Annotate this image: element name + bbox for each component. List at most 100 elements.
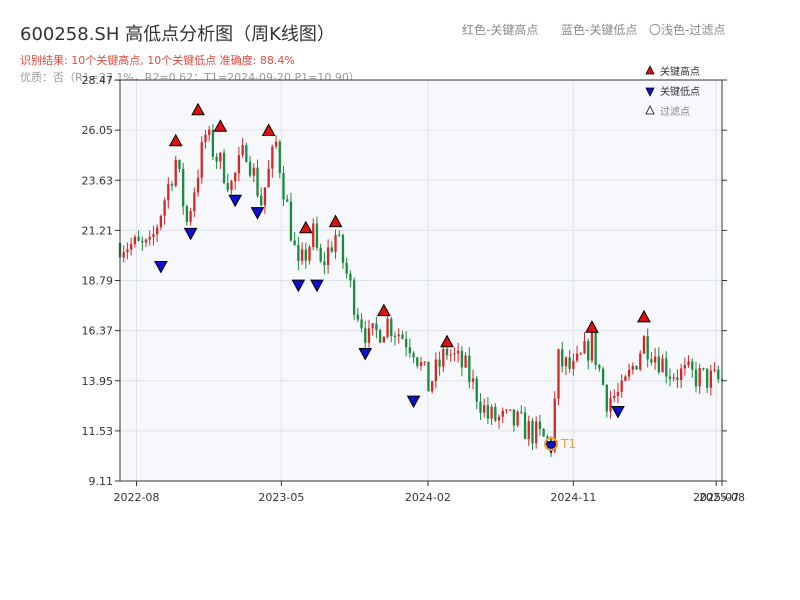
candle-body xyxy=(152,234,155,237)
candle-body xyxy=(531,421,534,444)
candle-body xyxy=(442,349,445,367)
candle-body xyxy=(170,183,174,186)
candle-body xyxy=(189,211,192,222)
candle-body xyxy=(468,355,471,382)
candle-body xyxy=(167,183,170,201)
x-tick-label: 2022-08 xyxy=(113,491,159,504)
candle-body xyxy=(457,350,460,354)
candle-body xyxy=(453,353,456,355)
legend-light-note: 〇浅色-过滤点 xyxy=(649,23,726,37)
candle-body xyxy=(557,349,560,399)
candle-body xyxy=(598,365,601,369)
candle-body xyxy=(159,215,163,228)
candle-body xyxy=(404,338,408,348)
candle-body xyxy=(196,177,200,193)
y-tick-label: 28.47 xyxy=(82,74,114,87)
key-high-marker xyxy=(585,320,599,333)
candle-body xyxy=(271,146,274,169)
y-tick-label: 16.37 xyxy=(82,325,114,338)
candle-body xyxy=(538,421,542,429)
candle-body xyxy=(323,261,326,266)
legend-high-label: 关键高点 xyxy=(660,65,700,78)
candle-body xyxy=(494,406,497,421)
candle-body xyxy=(349,273,352,281)
candle-body xyxy=(248,161,252,176)
candle-body xyxy=(590,331,594,361)
candle-body xyxy=(698,368,701,387)
key-low-marker xyxy=(544,441,558,454)
candle-body xyxy=(627,369,631,377)
candle-body xyxy=(308,246,311,261)
candle-body xyxy=(215,156,218,162)
x-tick-label: 2024-02 xyxy=(405,491,451,504)
candle-body xyxy=(182,169,185,207)
candle-body xyxy=(483,405,486,413)
key-low-marker xyxy=(310,279,324,293)
candle-body xyxy=(237,155,241,173)
candle-body xyxy=(356,314,359,320)
legend-filtered-icon xyxy=(645,105,655,115)
candle-body xyxy=(300,249,304,261)
candle-body xyxy=(297,245,300,261)
candle-body xyxy=(397,334,400,337)
candle-body xyxy=(661,358,664,373)
candle-body xyxy=(408,347,412,354)
candle-body xyxy=(475,378,478,402)
legend-blue-note: 蓝色-关键低点 xyxy=(561,23,638,37)
candle-body xyxy=(668,376,672,379)
candle-body xyxy=(241,145,244,156)
key-high-marker xyxy=(168,133,183,147)
candle-body xyxy=(575,353,579,361)
candle-body xyxy=(639,353,642,370)
key-low-marker xyxy=(154,261,168,274)
candle-body xyxy=(378,329,382,343)
key-high-marker xyxy=(637,309,651,323)
candle-body xyxy=(691,361,694,370)
candle-body xyxy=(412,353,415,358)
candle-body xyxy=(252,167,255,176)
key-low-marker xyxy=(291,279,306,293)
candle-body xyxy=(434,359,438,382)
candle-body xyxy=(631,365,634,370)
candle-body xyxy=(256,167,259,196)
candle-body xyxy=(326,247,330,266)
key-high-marker xyxy=(213,119,228,132)
candle-body xyxy=(542,428,545,437)
candle-body xyxy=(174,159,177,186)
candle-body xyxy=(609,398,612,412)
candle-body xyxy=(367,328,371,343)
candle-body xyxy=(624,376,627,381)
candle-body xyxy=(427,361,430,392)
candle-body xyxy=(676,377,679,381)
candle-body xyxy=(364,328,367,343)
legend-low-icon xyxy=(645,87,655,97)
candle-body xyxy=(564,357,568,367)
y-tick-label: 9.11 xyxy=(89,475,114,488)
candle-body xyxy=(141,240,144,243)
candle-body xyxy=(527,421,530,439)
candle-body xyxy=(717,369,720,380)
candle-body xyxy=(702,368,705,370)
key-high-marker xyxy=(298,220,313,234)
candle-body xyxy=(561,349,564,367)
candle-body xyxy=(616,391,620,396)
candle-body xyxy=(360,319,363,329)
candle-body xyxy=(129,244,133,250)
key-high-marker xyxy=(440,334,454,348)
candle-body xyxy=(601,368,605,385)
y-tick-label: 13.95 xyxy=(82,375,114,388)
candle-body xyxy=(211,129,215,157)
candle-body xyxy=(709,370,713,388)
candle-body xyxy=(193,192,196,212)
candle-body xyxy=(286,199,289,202)
candle-body xyxy=(148,236,151,240)
candle-body xyxy=(416,357,419,366)
candle-body xyxy=(312,223,315,247)
candle-body xyxy=(683,365,686,369)
key-high-marker xyxy=(191,102,205,116)
candle-body xyxy=(438,359,441,367)
candle-body xyxy=(260,195,263,206)
candle-body xyxy=(445,349,449,356)
candle-body xyxy=(234,172,237,182)
